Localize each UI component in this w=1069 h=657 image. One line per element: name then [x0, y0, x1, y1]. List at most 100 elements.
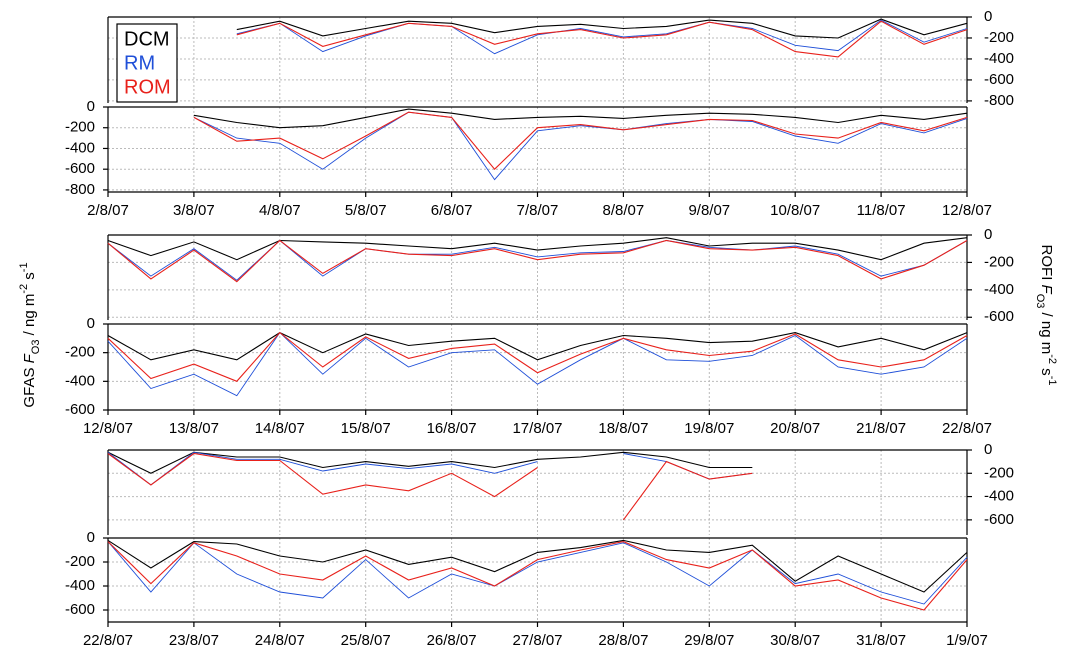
series-line: ROM	[193, 111, 968, 171]
y-tick-label: -400	[984, 281, 1014, 298]
series-line: DCM	[107, 539, 968, 593]
y-tick-label: -800	[984, 92, 1014, 109]
y-tick-label: 0	[87, 98, 95, 115]
axis-label-part: F	[21, 353, 38, 363]
y-tick-label: -600	[65, 601, 95, 618]
legend-entry: ROM	[124, 76, 171, 98]
subplot: 2/8/07 3/8/07 4/8/07 5/8/07 6/8/07 7/8/07 8/8/…	[65, 98, 992, 219]
axis-label-part: s	[21, 272, 38, 284]
axis-label-part: ROFI	[1038, 245, 1055, 285]
axis-label-part: -1	[1046, 376, 1058, 386]
y-tick-label: -200	[65, 553, 95, 570]
x-tick-label: 22/8/07	[942, 420, 992, 437]
x-tick-label: 20/8/07	[770, 420, 820, 437]
series-line: ROM	[107, 331, 968, 382]
y-tick-label: -600	[984, 511, 1014, 528]
legend-entry: RM	[124, 52, 155, 74]
x-tick-label: 27/8/07	[512, 632, 562, 649]
series-line: DCM	[236, 18, 968, 39]
y-tick-label: -400	[984, 488, 1014, 505]
subplot: 12/8/07 13/8/07 14/8/07 15/8/07 16/8/07 17/8/…	[65, 315, 992, 437]
series-line: DCM	[107, 237, 968, 261]
y-tick-label: 0	[87, 315, 95, 332]
y-tick-label: -400	[65, 577, 95, 594]
x-tick-label: 16/8/07	[427, 420, 477, 437]
axis-label-part: -2	[1046, 354, 1058, 364]
series-line: RM	[236, 19, 968, 55]
x-tick-label: 21/8/07	[856, 420, 906, 437]
legend-entry: DCM	[124, 28, 170, 50]
left-axis-label: GFAS FO3 / ng m-2 s-1	[18, 262, 42, 407]
axis-label-part: O3	[1034, 294, 1046, 309]
x-tick-label: 4/8/07	[259, 202, 301, 219]
x-tick-label: 29/8/07	[684, 632, 734, 649]
axis-label-part: GFAS	[21, 363, 38, 407]
y-tick-label: 0	[984, 441, 992, 458]
x-tick-label: 13/8/07	[169, 420, 219, 437]
y-tick-label: -200	[65, 344, 95, 361]
axis-label-part: F	[1038, 285, 1055, 295]
series-line: RM	[107, 541, 968, 605]
series-line: DCM	[193, 108, 968, 129]
series-line: RM	[107, 239, 968, 281]
axis-label-part: / ng m	[21, 294, 38, 340]
series-line: RM	[107, 331, 968, 397]
x-tick-label: 5/8/07	[345, 202, 387, 219]
x-tick-label: 15/8/07	[341, 420, 391, 437]
axis-label-part: s	[1038, 364, 1055, 376]
x-tick-label: 26/8/07	[427, 632, 477, 649]
x-tick-label: 10/8/07	[770, 202, 820, 219]
x-tick-label: 22/8/07	[83, 632, 133, 649]
x-tick-label: 14/8/07	[255, 420, 305, 437]
y-tick-label: -600	[65, 401, 95, 418]
x-tick-label: 23/8/07	[169, 632, 219, 649]
y-tick-label: -200	[984, 253, 1014, 270]
y-tick-label: -200	[984, 29, 1014, 46]
x-tick-label: 24/8/07	[255, 632, 305, 649]
x-tick-label: 2/8/07	[87, 202, 129, 219]
x-tick-label: 7/8/07	[517, 202, 559, 219]
y-tick-label: -400	[65, 372, 95, 389]
x-tick-label: 8/8/07	[603, 202, 645, 219]
x-tick-label: 9/8/07	[688, 202, 730, 219]
x-tick-label: 11/8/07	[857, 202, 906, 219]
series-line: ROM	[107, 239, 968, 283]
right-axis-label: ROFI FO3 / ng m-2 s-1	[1034, 245, 1058, 386]
x-tick-label: 31/8/07	[856, 632, 906, 649]
legend: DCM RM ROM	[116, 23, 178, 103]
x-tick-label: 18/8/07	[598, 420, 648, 437]
series-line: ROM	[107, 541, 968, 611]
y-tick-label: -200	[65, 119, 95, 136]
y-tick-label: -400	[984, 50, 1014, 67]
x-tick-label: 12/8/07	[83, 420, 133, 437]
series-line: ROM	[236, 20, 968, 58]
y-tick-label: 0	[984, 226, 992, 243]
series-line: DCM	[107, 451, 753, 474]
x-tick-label: 6/8/07	[431, 202, 473, 219]
legend-box	[116, 23, 178, 103]
y-tick-label: -800	[65, 181, 95, 198]
series-line: ROM	[107, 452, 753, 521]
series-line: RM	[107, 451, 753, 486]
x-tick-label: 19/8/07	[684, 420, 734, 437]
y-tick-label: -200	[984, 464, 1014, 481]
y-tick-label: -600	[984, 308, 1014, 325]
x-tick-label: 17/8/07	[512, 420, 562, 437]
series-line: DCM	[107, 331, 968, 361]
x-tick-label: 30/8/07	[770, 632, 820, 649]
axis-label-part: / ng m	[1038, 308, 1055, 354]
x-tick-label: 1/9/07	[946, 632, 988, 649]
subplot: 0-200-400-600-800DCMRMROM	[107, 8, 1014, 109]
plots: 0-200-400-600-800DCMRMROM2/8/07 3/8/07 4/8…	[65, 8, 1014, 649]
y-tick-label: 0	[984, 8, 992, 25]
subplot: 22/8/07 23/8/07 24/8/07 25/8/07 26/8/07 27/8/…	[65, 529, 988, 649]
y-tick-label: -400	[65, 139, 95, 156]
x-tick-label: 3/8/07	[173, 202, 215, 219]
axis-label-part: O3	[30, 340, 42, 355]
axis-label-part: -2	[18, 284, 30, 294]
y-tick-label: -600	[65, 160, 95, 177]
